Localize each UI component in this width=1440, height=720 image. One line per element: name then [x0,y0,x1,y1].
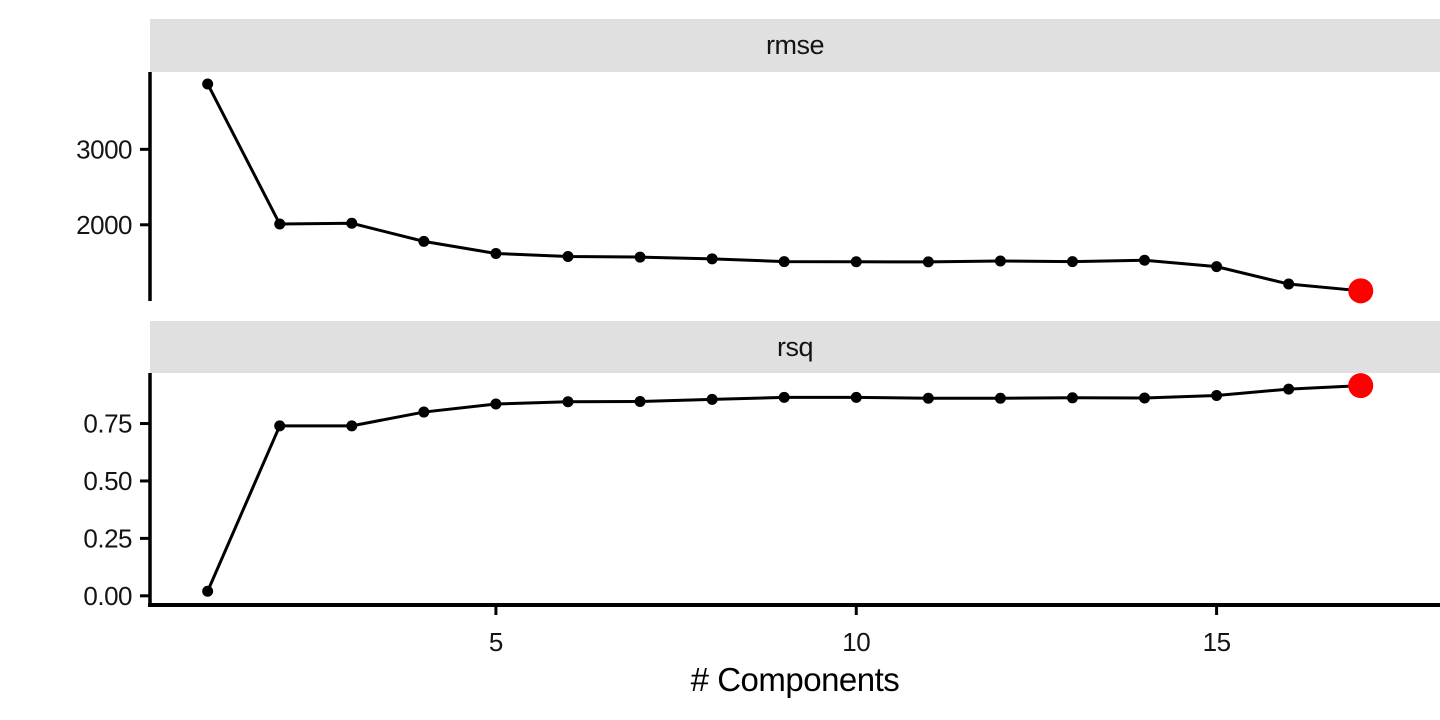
y-axis-tick-label-rmse: 3000 [76,134,132,164]
data-point-rsq [202,585,214,597]
data-point-rmse [346,217,358,229]
facet-strip-rsq-label: rsq [776,331,814,362]
facet-strip-rmse: rmse [150,19,1440,72]
data-point-rsq [994,392,1006,404]
data-point-rsq [1211,390,1223,402]
data-point-rsq [706,393,718,405]
data-point-rsq [490,398,502,410]
series-line-rsq [206,384,1361,592]
y-axis-tick-label-rsq: 0.00 [83,581,132,611]
data-point-rmse [994,255,1006,267]
data-point-rmse [706,253,718,265]
data-point-rsq [418,406,430,418]
y-axis-tick-label-rmse: 2000 [76,210,132,240]
x-axis-title: # Components [690,661,900,698]
data-point-rsq [922,392,934,404]
y-axis-tick-label-rsq: 0.50 [83,466,132,496]
data-point-rmse [490,247,502,259]
data-point-rmse [1283,278,1295,290]
data-point-rmse [418,235,430,247]
highlight-point-rmse [1348,278,1374,304]
data-point-rsq [1283,383,1295,395]
data-point-rmse [778,256,790,268]
y-axis-tick-label-rsq: 0.25 [83,523,132,553]
data-point-rsq [1139,392,1151,404]
data-point-rmse [1066,256,1078,268]
data-point-rsq [634,395,646,407]
data-point-rmse [850,256,862,268]
data-point-rmse [202,78,214,90]
data-point-rsq [1066,392,1078,404]
data-point-rsq [346,420,358,432]
data-point-rmse [562,250,574,262]
facet-strip-rsq: rsq [150,321,1440,373]
x-axis-tick-label: 15 [1203,627,1231,657]
data-point-rsq [778,391,790,403]
data-point-rmse [1211,261,1223,273]
highlight-point-rsq [1348,373,1374,399]
x-axis-tick-label: 5 [489,627,503,657]
data-point-rsq [562,396,574,408]
data-point-rmse [1139,254,1151,266]
data-point-rsq [274,420,286,432]
data-point-rmse [634,251,646,263]
data-point-rmse [274,218,286,230]
y-axis-tick-label-rsq: 0.75 [83,409,132,439]
data-point-rsq [850,391,862,403]
x-axis-tick-label: 10 [842,627,870,657]
facet-strip-rmse-label: rmse [766,30,825,60]
data-point-rmse [922,256,934,268]
